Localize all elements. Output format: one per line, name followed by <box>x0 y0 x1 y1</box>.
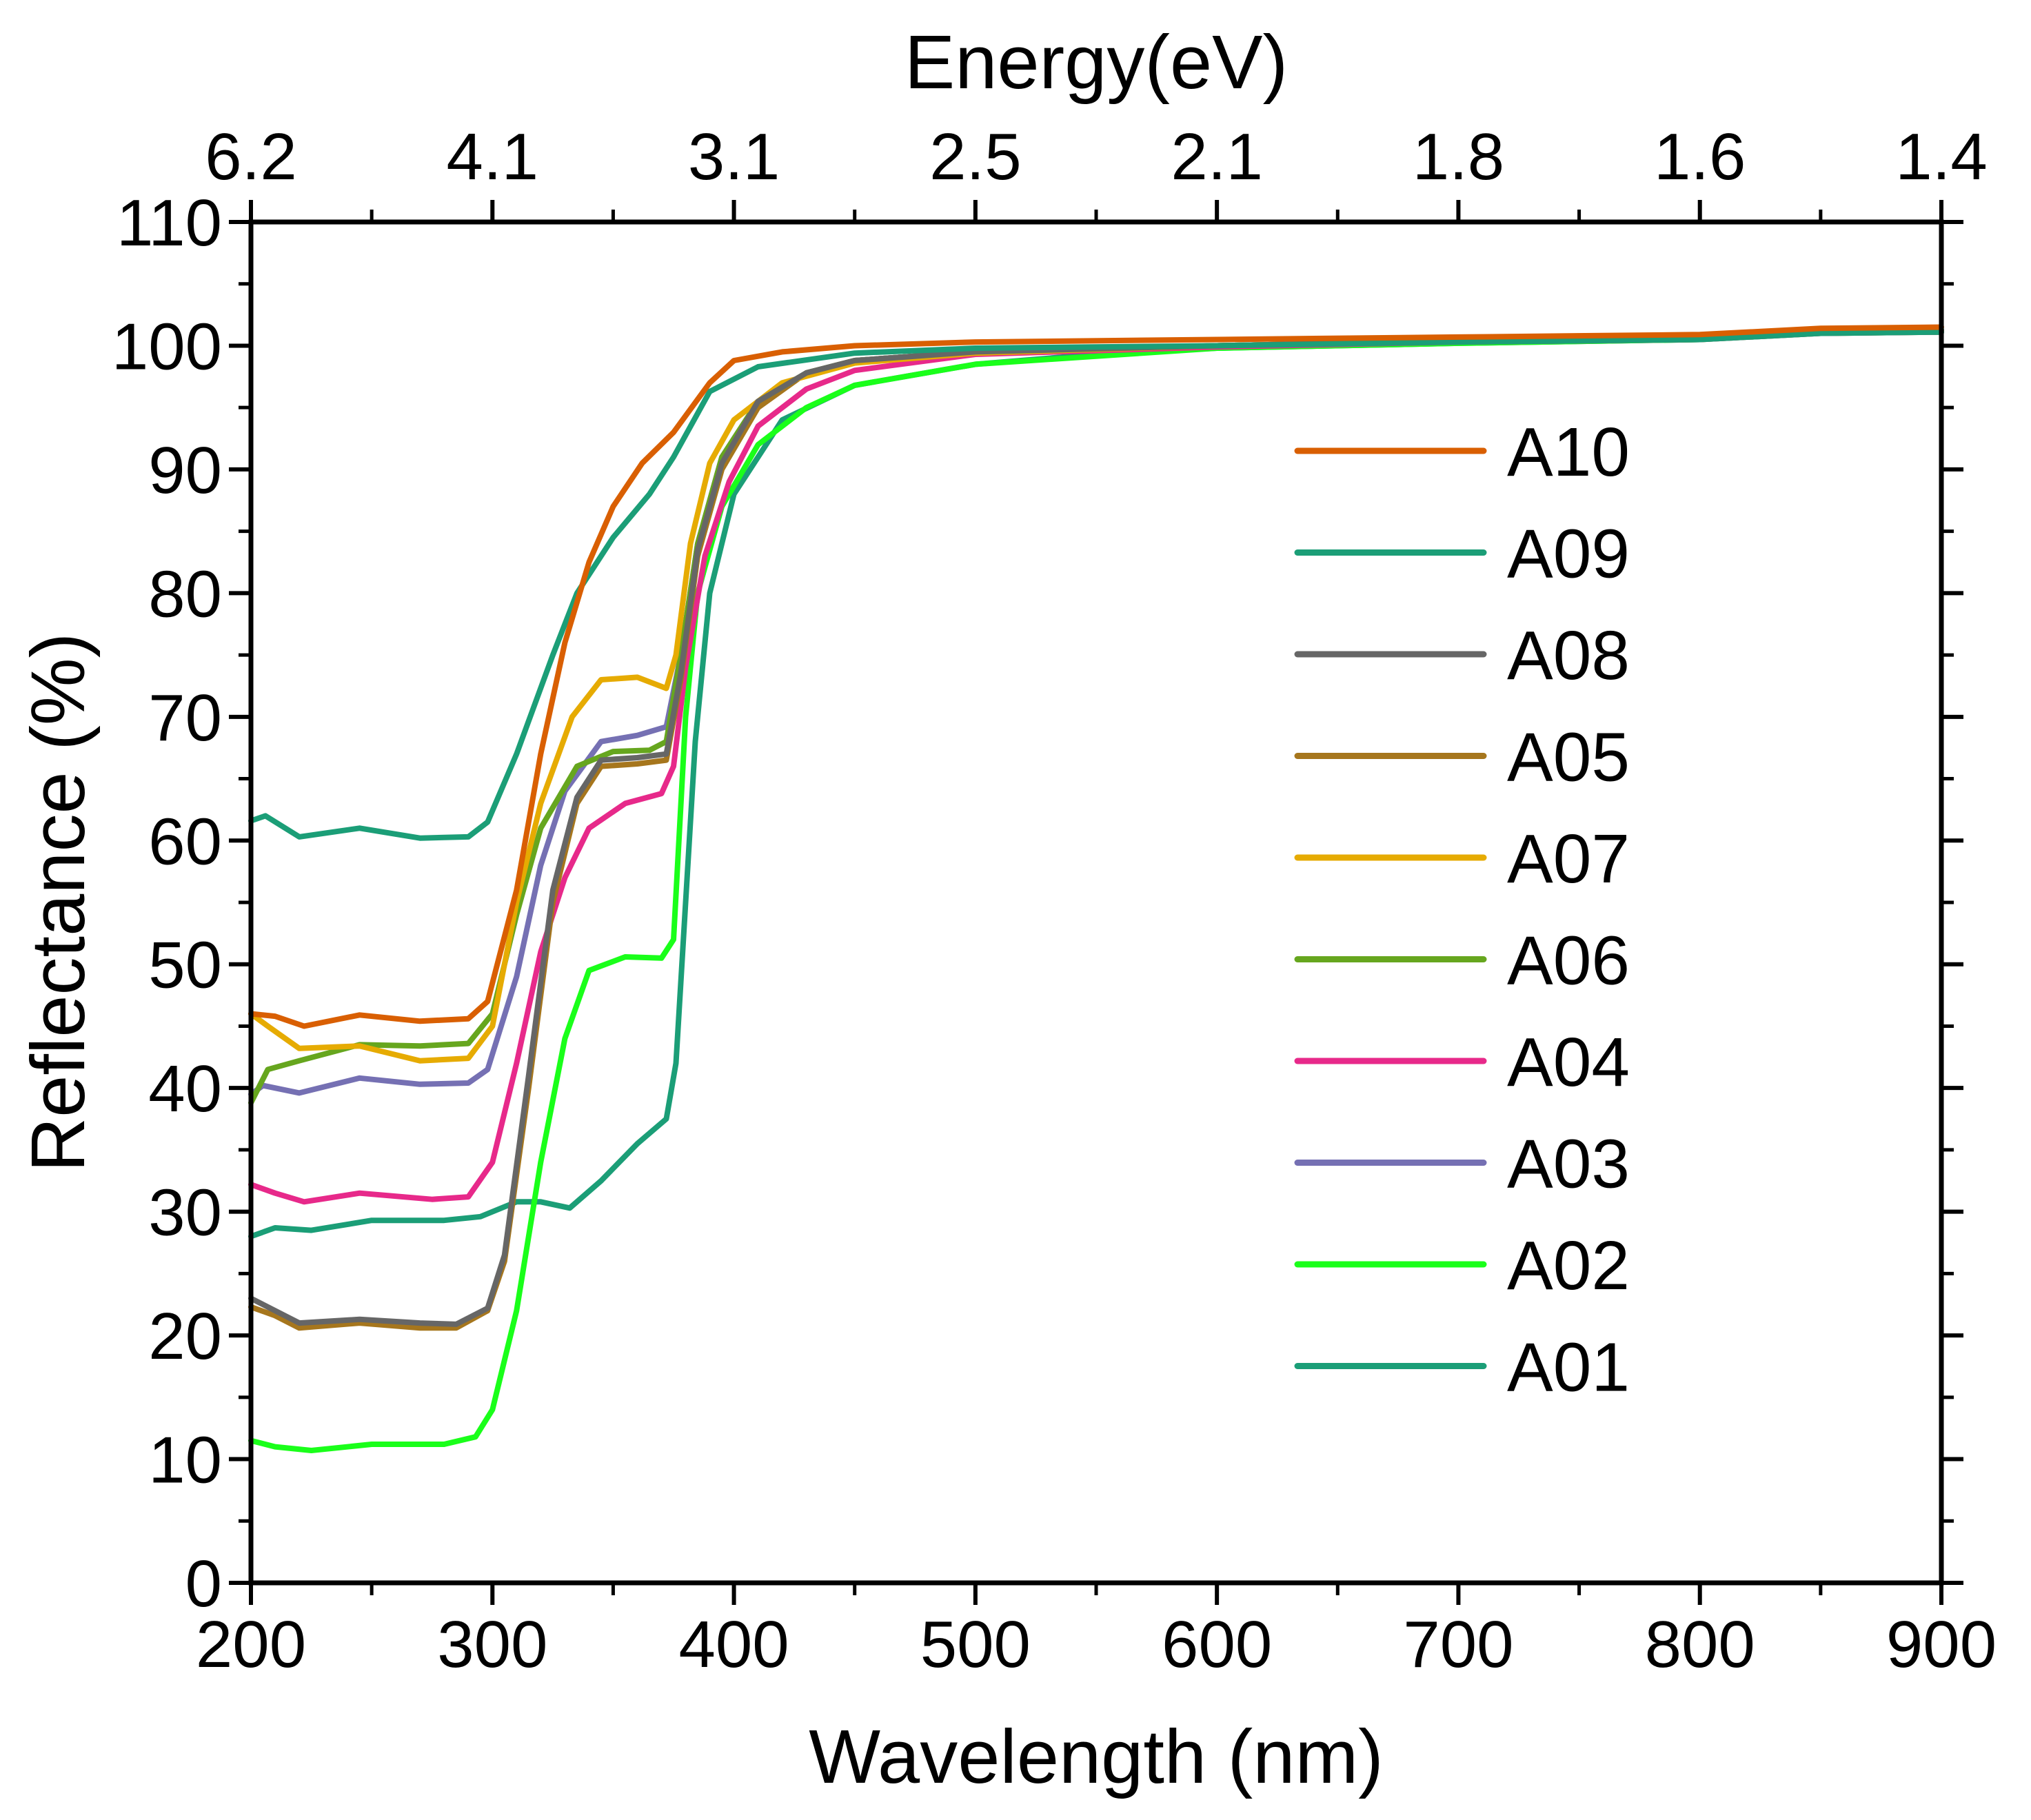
y-tick-label: 0 <box>185 1547 222 1621</box>
y-tick-label: 60 <box>148 805 222 878</box>
ticks-layer <box>229 200 1963 1605</box>
legend-label-a06: A06 <box>1507 922 1630 1000</box>
series-line-a05 <box>248 327 1944 1331</box>
legend-label-a01: A01 <box>1507 1329 1630 1406</box>
series-line-a02 <box>248 329 1944 1453</box>
series-line-a07 <box>248 327 1944 1064</box>
legend-label-a08: A08 <box>1507 617 1630 694</box>
y-tick-label: 80 <box>148 557 222 631</box>
x-tick-label: 800 <box>1645 1608 1755 1681</box>
top-axis-title: Energy(eV) <box>905 20 1288 105</box>
top-tick-label: 1.6 <box>1654 120 1746 194</box>
top-tick-label: 4.1 <box>447 120 538 194</box>
y-tick-label: 40 <box>148 1052 222 1126</box>
x-tick-label: 400 <box>678 1608 789 1681</box>
plot-frame <box>248 219 1944 1586</box>
y-tick-label: 50 <box>148 929 222 1002</box>
series-line-a10 <box>248 324 1944 1029</box>
top-tick-label: 6.2 <box>205 120 296 194</box>
legend-label-a09: A09 <box>1507 516 1630 593</box>
legend: A10 A09 A08 A05 A07 A06 A04 A03 A02 A01 <box>1294 414 1630 1406</box>
series-line-a06 <box>248 327 1944 1106</box>
series-line-a08 <box>248 327 1944 1327</box>
legend-label-a10: A10 <box>1507 414 1630 491</box>
top-tick-label: 1.8 <box>1413 120 1504 194</box>
x-tick-label: 700 <box>1403 1608 1513 1681</box>
y-axis-title: Reflectance (%) <box>16 633 101 1173</box>
series-line-a04 <box>248 329 1944 1205</box>
legend-label-a03: A03 <box>1507 1126 1630 1203</box>
y-tick-label: 20 <box>148 1300 222 1373</box>
top-tick-label: 2.1 <box>1171 120 1262 194</box>
legend-label-a05: A05 <box>1507 719 1630 796</box>
series-line-a03 <box>248 327 1944 1098</box>
legend-label-a04: A04 <box>1507 1024 1630 1101</box>
x-tick-label: 200 <box>196 1608 306 1681</box>
y-tick-label: 90 <box>148 434 222 507</box>
x-tick-label: 300 <box>437 1608 547 1681</box>
y-tick-label: 30 <box>148 1176 222 1250</box>
x-tick-label: 500 <box>920 1608 1031 1681</box>
top-tick-label: 3.1 <box>688 120 780 194</box>
series-line-a09 <box>248 329 1944 841</box>
y-tick-label: 110 <box>117 186 222 260</box>
legend-label-a07: A07 <box>1507 820 1630 898</box>
x-tick-label: 600 <box>1162 1608 1272 1681</box>
top-tick-label: 2.5 <box>929 120 1021 194</box>
x-tick-label: 900 <box>1886 1608 1997 1681</box>
x-axis-title: Wavelength (nm) <box>809 1715 1383 1799</box>
y-tick-label: 70 <box>148 681 222 755</box>
series-layer <box>248 324 1944 1453</box>
y-tick-label: 100 <box>112 310 222 383</box>
legend-label-a02: A02 <box>1507 1227 1630 1304</box>
y-tick-label: 10 <box>148 1424 222 1497</box>
top-tick-label: 1.4 <box>1895 120 1987 194</box>
